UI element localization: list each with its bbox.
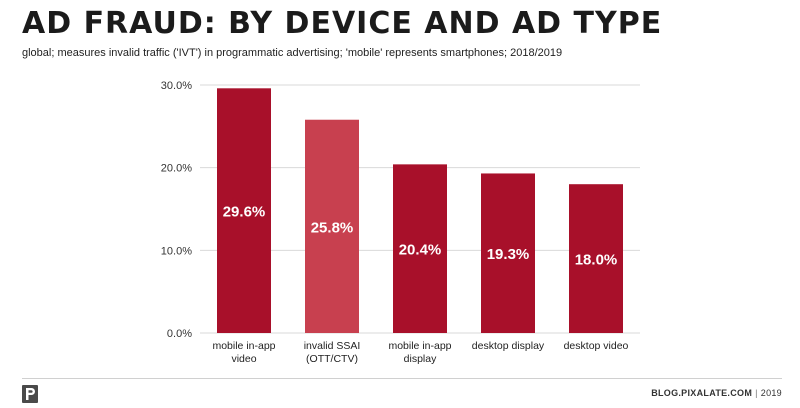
footer-year: 2019 — [760, 388, 782, 398]
bar — [305, 119, 359, 333]
x-tick-label: invalid SSAI — [304, 340, 361, 352]
y-tick-label: 0.0% — [167, 328, 192, 340]
footer-site[interactable]: BLOG.PIXALATE.COM — [651, 388, 753, 398]
x-tick-label: display — [404, 353, 437, 365]
y-tick-label: 10.0% — [161, 245, 192, 257]
bar — [217, 88, 271, 333]
bar — [569, 184, 623, 333]
x-tick-label: video — [231, 353, 256, 365]
footer-separator: | — [755, 388, 758, 398]
y-tick-label: 30.0% — [161, 80, 192, 92]
x-tick-label: mobile in-app — [212, 340, 275, 352]
pixalate-p-logo-icon — [22, 385, 38, 403]
chart-subtitle: global; measures invalid traffic ('IVT')… — [22, 47, 563, 59]
x-tick-label: mobile in-app — [388, 340, 451, 352]
bar — [481, 173, 535, 333]
x-tick-label: (OTT/CTV) — [306, 353, 358, 365]
bar — [393, 164, 447, 333]
data-label: 18.0% — [575, 252, 618, 269]
x-tick-label: desktop video — [564, 340, 629, 352]
data-label: 19.3% — [487, 246, 530, 263]
y-tick-label: 20.0% — [161, 163, 192, 175]
bar-chart: 0.0%10.0%20.0%30.0%29.6%mobile in-appvid… — [161, 80, 640, 365]
x-tick-label: desktop display — [472, 340, 545, 352]
data-label: 25.8% — [311, 219, 354, 236]
data-label: 29.6% — [223, 204, 266, 221]
chart-title: AD FRAUD: BY DEVICE AND AD TYPE — [22, 6, 663, 41]
footer-credit: BLOG.PIXALATE.COM | 2019 — [651, 388, 782, 398]
footer-divider — [22, 378, 782, 379]
data-label: 20.4% — [399, 242, 442, 259]
